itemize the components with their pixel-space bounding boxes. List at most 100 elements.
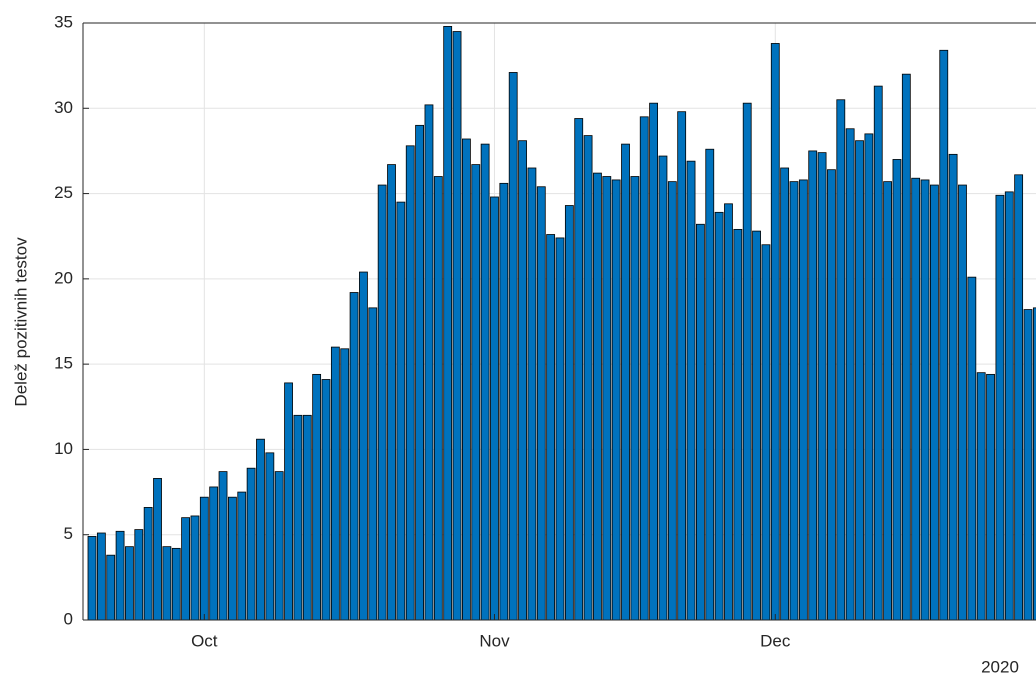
bar [1032, 307, 1036, 621]
bar [967, 276, 977, 621]
bar [724, 203, 733, 621]
bar [330, 346, 340, 621]
x-tick-label: Nov [479, 631, 510, 650]
bar [742, 102, 752, 621]
bar [798, 179, 808, 621]
bar [125, 546, 134, 621]
bar [920, 179, 930, 621]
x-secondary-label: 2020 [981, 657, 1019, 676]
bar [368, 307, 378, 621]
bar [218, 471, 228, 621]
bar [87, 536, 97, 621]
bar [696, 223, 705, 621]
bar [209, 486, 219, 621]
bar [527, 167, 537, 621]
bar [499, 182, 509, 621]
bar [574, 118, 584, 621]
bar [171, 547, 181, 621]
bar [237, 491, 247, 621]
bar [359, 271, 368, 621]
bar [911, 177, 921, 621]
bar [855, 140, 864, 621]
y-tick-label: 20 [54, 268, 73, 287]
bar [536, 186, 546, 621]
bar [96, 532, 106, 621]
bar [808, 150, 818, 621]
bar [405, 145, 415, 621]
y-tick-label: 25 [54, 183, 73, 202]
bar [377, 184, 387, 621]
bar [265, 452, 275, 621]
bar [190, 515, 200, 621]
bar [106, 554, 116, 621]
bar [312, 373, 322, 621]
bar [424, 104, 434, 621]
bar [621, 143, 630, 621]
bar [480, 143, 490, 621]
bar [284, 382, 293, 621]
bar [639, 116, 649, 621]
layer [87, 26, 1036, 621]
bar [143, 507, 153, 621]
bar [630, 176, 640, 621]
bar [761, 244, 771, 621]
bar [958, 184, 967, 621]
bar [948, 153, 958, 621]
bar [593, 172, 602, 621]
y-tick-label: 30 [54, 98, 73, 117]
x-tick-label: Dec [760, 631, 791, 650]
bar [677, 111, 687, 621]
bar [883, 181, 892, 621]
bar [873, 85, 883, 621]
bar [153, 478, 162, 621]
bar [667, 181, 677, 621]
y-tick-label: 35 [54, 12, 73, 31]
bar [780, 167, 790, 621]
bar [733, 228, 743, 621]
bar [340, 348, 350, 621]
bar [602, 176, 612, 621]
bar [415, 124, 425, 621]
bar [555, 237, 565, 621]
bar [302, 414, 312, 621]
bar [752, 230, 761, 621]
bar [227, 496, 237, 621]
y-tick-label: 0 [64, 609, 73, 628]
bar [162, 546, 172, 621]
bar [611, 179, 621, 621]
bar [452, 31, 462, 621]
bar [705, 148, 715, 621]
bar [518, 140, 527, 621]
x-tick-label: Oct [191, 631, 218, 650]
bar [649, 102, 658, 621]
y-axis-label: Delež pozitivnih testov [11, 237, 30, 407]
bar [199, 496, 209, 621]
bar [930, 184, 939, 621]
bar [443, 26, 453, 621]
bar [658, 155, 668, 621]
layer: 0 5 10 15 20 25 30 35 Oct Nov Dec [54, 12, 1036, 650]
bar [256, 438, 265, 621]
bar [864, 133, 874, 621]
bar [490, 196, 499, 621]
bar [827, 169, 836, 621]
y-tick-label: 10 [54, 439, 73, 458]
y-tick-label: 5 [64, 524, 73, 543]
bar [686, 160, 696, 621]
bar [986, 373, 995, 621]
bar [471, 164, 481, 621]
bar [1004, 191, 1014, 621]
bar [546, 234, 556, 621]
y-tick-label: 15 [54, 354, 73, 373]
bar [1014, 174, 1024, 621]
bar [274, 471, 284, 621]
bar [115, 530, 125, 621]
bar [770, 43, 780, 621]
bar [349, 292, 359, 621]
bar [845, 128, 855, 621]
bar [901, 73, 911, 621]
bar [564, 205, 574, 621]
bar [939, 49, 949, 621]
bar [583, 135, 593, 621]
